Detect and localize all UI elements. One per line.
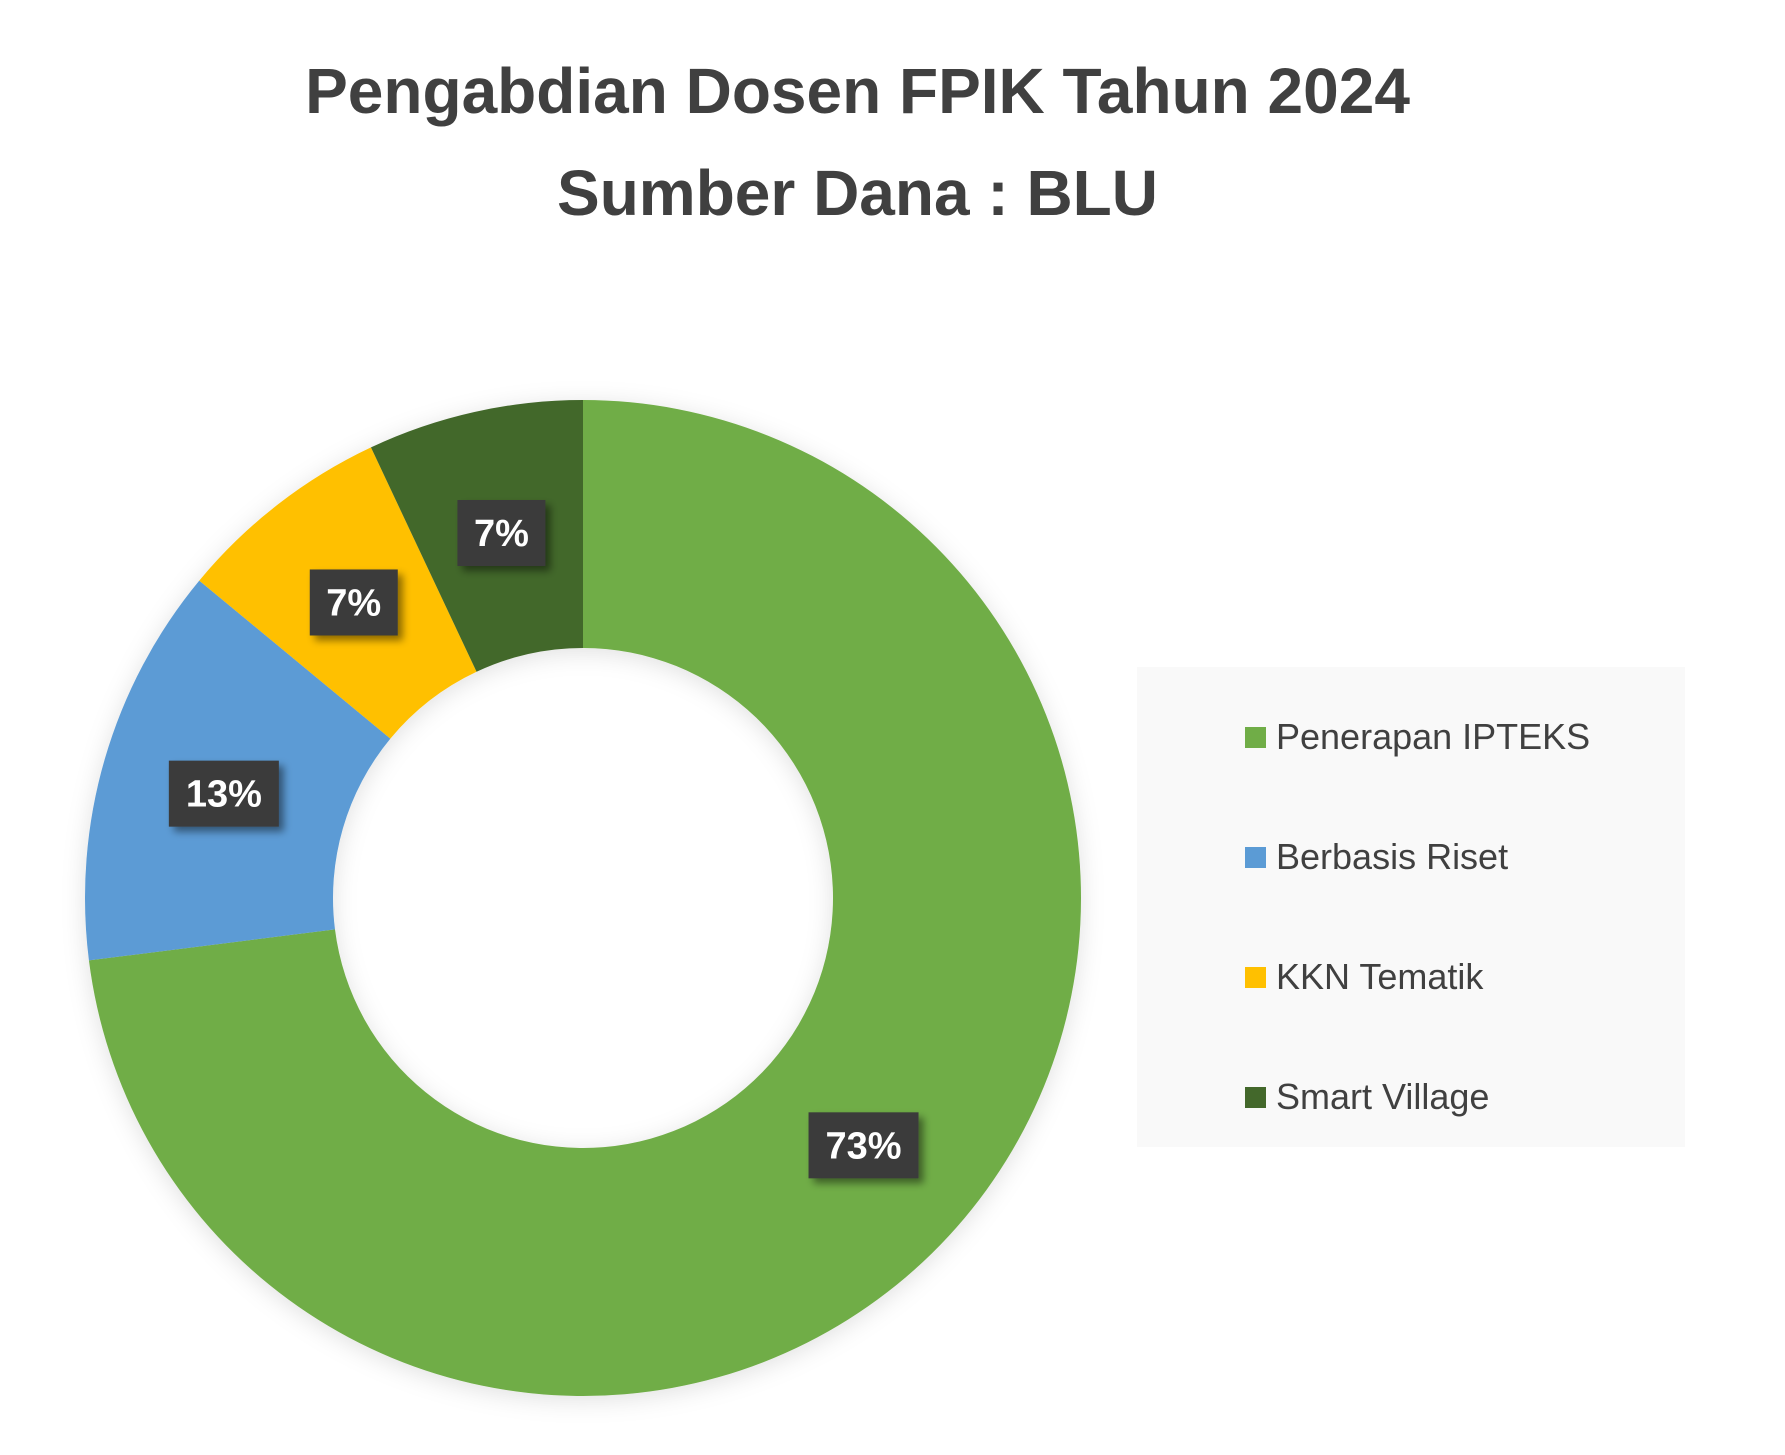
data-label-box-smart-village bbox=[457, 500, 546, 567]
legend-item-smart-village: Smart Village bbox=[1245, 1072, 1489, 1122]
data-label-berbasis-riset: 13% bbox=[168, 760, 279, 827]
data-label-group: 73% 13% 7% 7% bbox=[168, 500, 919, 1179]
legend-label-kkn-tematik: KKN Tematik bbox=[1276, 956, 1484, 997]
legend-item-penerapan-ipteks: Penerapan IPTEKS bbox=[1245, 712, 1590, 762]
chart-title-line-2: Sumber Dana : BLU bbox=[557, 157, 1158, 229]
data-label-box-kkn-tematik bbox=[309, 569, 398, 636]
legend-swatch-berbasis-riset bbox=[1245, 846, 1266, 868]
slice-group bbox=[85, 400, 1081, 1396]
legend-item-kkn-tematik: KKN Tematik bbox=[1245, 952, 1483, 1002]
data-label-penerapan-ipteks: 73% bbox=[808, 1112, 919, 1179]
legend-swatch-kkn-tematik bbox=[1245, 966, 1266, 988]
data-label-smart-village: 7% bbox=[457, 500, 546, 567]
legend: Penerapan IPTEKS Berbasis Riset KKN Tema… bbox=[1137, 667, 1685, 1147]
data-label-kkn-tematik: 7% bbox=[309, 569, 398, 636]
legend-label-berbasis-riset: Berbasis Riset bbox=[1276, 836, 1509, 877]
chart-title: Pengabdian Dosen FPIK Tahun 2024 Sumber … bbox=[0, 40, 1715, 244]
legend-swatch-penerapan-ipteks bbox=[1245, 726, 1266, 748]
legend-label-smart-village: Smart Village bbox=[1276, 1076, 1490, 1117]
legend-swatch-smart-village bbox=[1245, 1086, 1266, 1108]
data-label-text-smart-village: 7% bbox=[474, 513, 529, 555]
data-label-box-berbasis-riset bbox=[168, 760, 279, 827]
chart-title-line-1: Pengabdian Dosen FPIK Tahun 2024 bbox=[305, 55, 1410, 127]
data-label-text-berbasis-riset: 13% bbox=[186, 774, 262, 816]
data-label-box-penerapan-ipteks bbox=[808, 1112, 919, 1179]
data-label-text-kkn-tematik: 7% bbox=[326, 582, 381, 624]
data-label-text-penerapan-ipteks: 73% bbox=[826, 1125, 902, 1167]
legend-item-berbasis-riset: Berbasis Riset bbox=[1245, 832, 1508, 882]
legend-label-penerapan-ipteks: Penerapan IPTEKS bbox=[1276, 716, 1591, 757]
